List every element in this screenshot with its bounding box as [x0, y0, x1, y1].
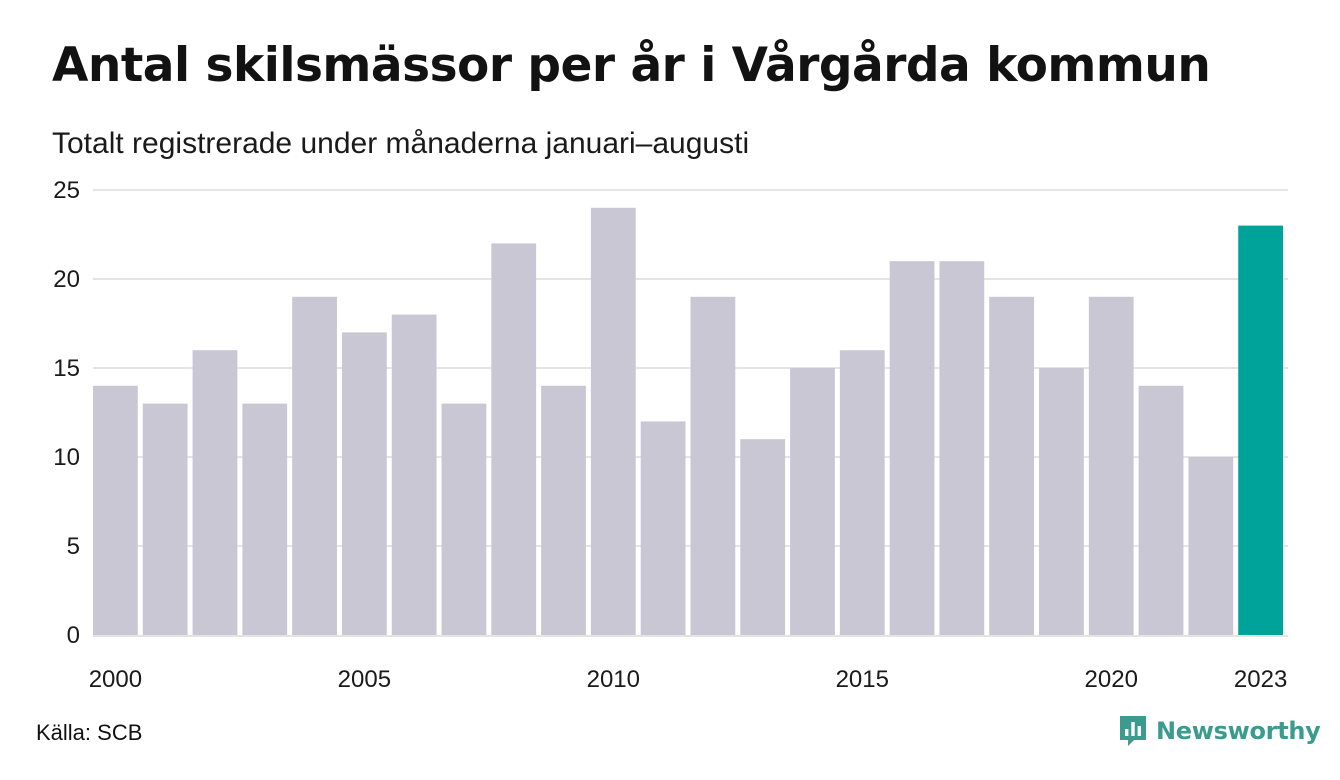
bar-2008 — [491, 243, 537, 635]
bar-2006 — [391, 314, 437, 635]
source-label: Källa: SCB — [36, 720, 143, 745]
chart-title: Antal skilsmässor per år i Vårgårda komm… — [52, 38, 1211, 93]
y-tick-label: 15 — [53, 355, 80, 382]
bar-2016 — [889, 261, 935, 635]
x-tick-label: 2020 — [1085, 666, 1138, 693]
newsworthy-logo-icon — [1120, 716, 1146, 746]
bar-2015 — [839, 350, 885, 635]
y-axis-ticks: 0 5 10 15 20 25 — [53, 177, 80, 649]
x-tick-label: 2023 — [1234, 666, 1287, 693]
y-tick-label: 5 — [67, 533, 80, 560]
bar-2020 — [1088, 296, 1134, 635]
bar-2005 — [341, 332, 387, 635]
bar-2011 — [640, 421, 686, 635]
bar-2013 — [740, 439, 786, 635]
x-tick-label: 2005 — [338, 666, 391, 693]
x-tick-label: 2010 — [587, 666, 640, 693]
bar-2002 — [192, 350, 238, 635]
bar-2012 — [690, 296, 736, 635]
bar-2004 — [292, 296, 337, 635]
bar-2007 — [441, 403, 487, 635]
x-tick-label: 2000 — [89, 666, 142, 693]
y-tick-label: 10 — [53, 444, 80, 471]
y-tick-label: 25 — [53, 177, 80, 204]
x-tick-label: 2015 — [836, 666, 889, 693]
bar-2021 — [1138, 385, 1184, 635]
bar-2010 — [590, 207, 636, 636]
bar-2000 — [93, 385, 138, 635]
x-axis-ticks: 2000 2005 2010 2015 2020 2023 — [89, 666, 1288, 693]
y-tick-label: 20 — [53, 266, 80, 293]
y-tick-label: 0 — [67, 622, 80, 649]
chart-subtitle: Totalt registrerade under månaderna janu… — [52, 127, 750, 160]
bar-2023 — [1238, 225, 1283, 635]
bar-2022 — [1188, 457, 1234, 635]
bar-2017 — [939, 261, 985, 635]
newsworthy-brand[interactable]: Newsworthy — [1118, 714, 1321, 748]
bar-2001 — [142, 403, 188, 635]
bar-2014 — [790, 368, 835, 635]
bar-2018 — [989, 296, 1035, 635]
bar-2003 — [242, 403, 288, 635]
bar-2019 — [1039, 368, 1084, 635]
bar-2009 — [541, 385, 586, 635]
brand-name: Newsworthy — [1156, 717, 1321, 745]
bars — [93, 207, 1283, 636]
